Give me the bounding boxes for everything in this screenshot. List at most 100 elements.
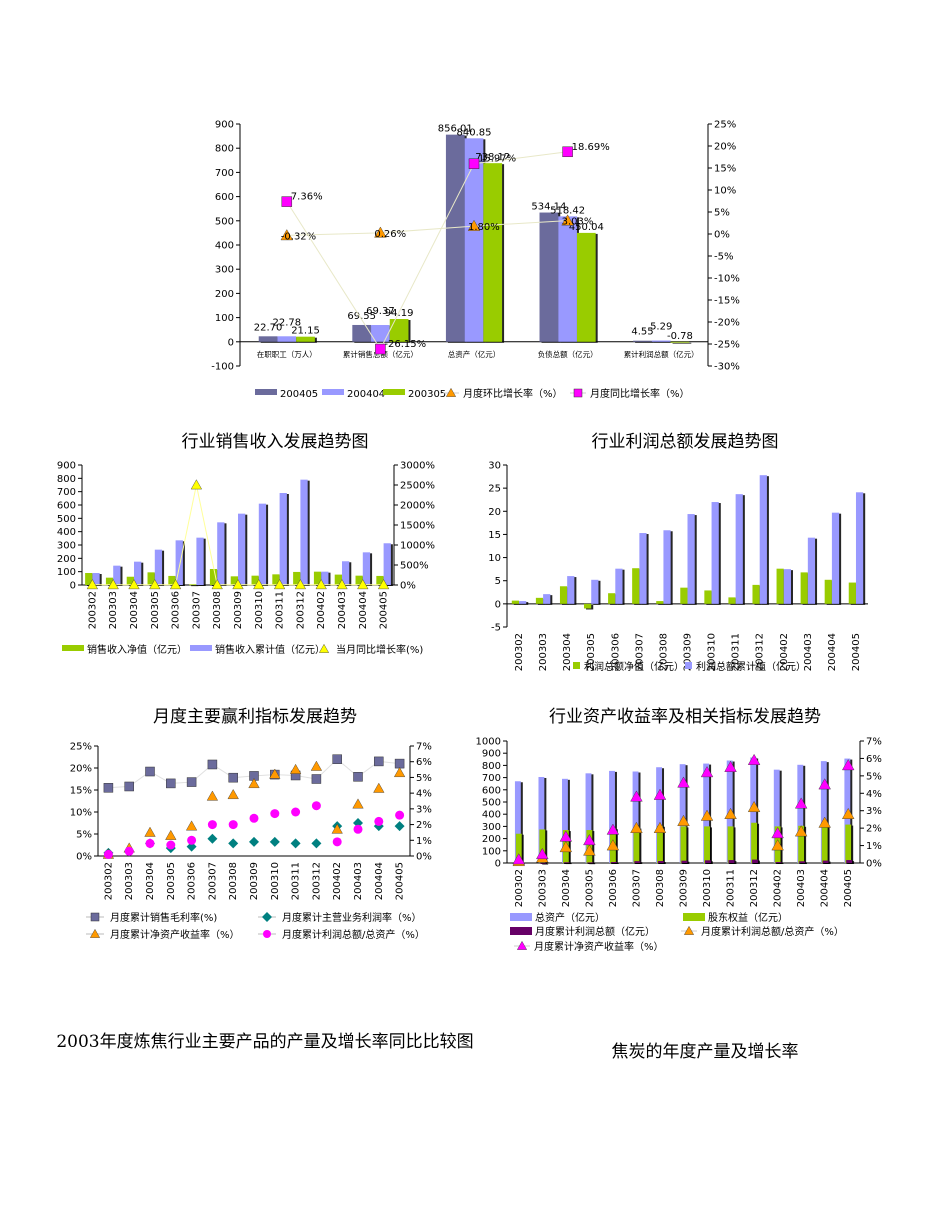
legend-marker xyxy=(683,925,695,935)
data-point xyxy=(149,579,161,590)
data-point xyxy=(700,766,714,778)
bar-shadow xyxy=(336,575,344,586)
data-point xyxy=(124,781,134,792)
chart-title-profitability: 月度主要赢利指标发展趋势 xyxy=(153,707,357,727)
bar xyxy=(147,572,155,585)
bar xyxy=(615,568,623,604)
bar xyxy=(759,475,767,604)
y-left-tick-label: 500 xyxy=(482,798,501,809)
data-point xyxy=(228,838,239,849)
bar-shadow xyxy=(776,827,783,864)
y-left-tick-label: 600 xyxy=(215,192,234,203)
data-point xyxy=(281,196,293,207)
legend-swatch xyxy=(510,927,532,935)
bar xyxy=(608,593,616,604)
bar-shadow xyxy=(659,862,666,864)
data-point xyxy=(294,579,307,590)
bar xyxy=(175,540,183,585)
bar-shadow xyxy=(323,572,331,586)
data-point xyxy=(186,777,197,787)
bar-shadow xyxy=(636,862,643,864)
bar xyxy=(609,828,616,863)
bar xyxy=(300,479,308,585)
y-left-tick-label: 100 xyxy=(57,567,76,578)
bar xyxy=(445,134,465,342)
data-point xyxy=(103,783,114,793)
x-tick-label: 200307 xyxy=(191,591,202,629)
bar xyxy=(279,493,287,585)
y-right-tick-label: -20% xyxy=(714,318,740,329)
bar-shadow xyxy=(128,577,136,586)
bar xyxy=(855,492,864,604)
bar xyxy=(807,537,816,604)
bar-shadow xyxy=(778,569,786,605)
bar-value-label: 22.78 xyxy=(272,317,301,328)
bar xyxy=(293,571,301,585)
data-point xyxy=(373,821,384,832)
legend-swatch xyxy=(62,645,84,651)
y-left-tick-label: 25 xyxy=(488,484,501,495)
bar xyxy=(559,586,568,604)
data-point xyxy=(353,818,363,828)
x-tick-label: 200306 xyxy=(187,862,198,900)
x-tick-label: 200403 xyxy=(803,633,814,671)
bar xyxy=(92,573,100,585)
legend-swatch xyxy=(383,389,405,395)
bar xyxy=(105,577,114,585)
x-tick-label: 200405 xyxy=(379,591,390,629)
bar-shadow xyxy=(516,782,523,864)
x-tick-label: 200303 xyxy=(537,869,548,907)
bar-shadow xyxy=(752,758,759,864)
bar xyxy=(514,781,521,863)
data-point xyxy=(166,840,176,850)
bar-shadow xyxy=(761,476,769,605)
line-value-label: 3.03% xyxy=(562,217,594,228)
bar xyxy=(539,212,559,342)
bar xyxy=(680,826,687,863)
bar-shadow xyxy=(586,604,594,610)
y-right-tick-label: 0% xyxy=(416,852,432,863)
bar-shadow xyxy=(823,826,830,864)
legend-label: 月度同比增长率（%） xyxy=(590,387,690,400)
y-right-tick-label: -15% xyxy=(714,296,740,307)
bar xyxy=(670,341,690,343)
chart-key-indicators: -100 0 100 200 300 400 500 600 700 800 900 -30% -25%… xyxy=(211,120,740,401)
y-left-tick-label: 15 xyxy=(488,530,501,541)
data-point xyxy=(536,851,549,863)
data-point xyxy=(818,778,831,790)
x-tick-label: 200307 xyxy=(631,869,642,907)
bar-shadow xyxy=(824,861,831,864)
bar xyxy=(657,861,664,863)
data-point xyxy=(794,797,808,809)
bar-shadow xyxy=(665,531,673,605)
data-point xyxy=(290,770,301,781)
x-tick-label: 200310 xyxy=(254,591,265,629)
line-value-label: 1.80% xyxy=(468,222,500,233)
data-point xyxy=(249,813,259,823)
bar-shadow xyxy=(672,342,692,344)
series-line xyxy=(92,484,384,586)
bar xyxy=(633,827,640,863)
series-line xyxy=(286,220,568,236)
data-point xyxy=(187,835,197,845)
bar-shadow xyxy=(659,826,665,864)
legend-label: 月度环比增长率（%） xyxy=(463,387,563,400)
bar-shadow xyxy=(683,861,690,864)
bar xyxy=(362,552,371,585)
data-point xyxy=(270,769,280,780)
bar-shadow xyxy=(658,768,665,864)
bar xyxy=(848,582,856,604)
bar xyxy=(352,324,372,342)
bar xyxy=(610,862,617,863)
data-point xyxy=(227,789,239,800)
bar-shadow xyxy=(689,515,697,605)
bar-value-label: 21.15 xyxy=(291,326,320,337)
y-right-tick-label: 10% xyxy=(714,186,736,197)
y-left-tick-label: 500 xyxy=(57,514,76,525)
bar xyxy=(321,571,329,585)
bar-shadow xyxy=(541,830,548,864)
x-tick-label: 200302 xyxy=(87,591,98,629)
y-right-tick-label: 15% xyxy=(714,164,736,175)
bar xyxy=(704,590,712,604)
bar xyxy=(516,862,523,864)
